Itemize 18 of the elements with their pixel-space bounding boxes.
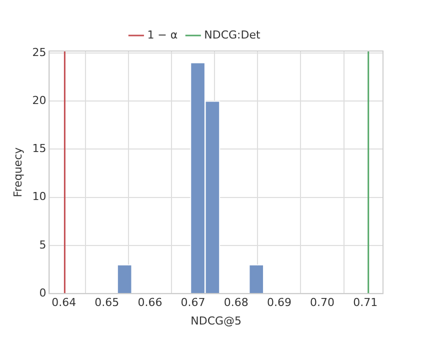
legend-label: NDCG:Det bbox=[204, 28, 261, 42]
x-tick-label: 0.68 bbox=[224, 296, 248, 310]
x-tick-label: 0.64 bbox=[52, 296, 76, 310]
x-tick-label: 0.69 bbox=[266, 296, 292, 310]
y-tick-label: 15 bbox=[32, 142, 46, 156]
x-tick-label: 0.67 bbox=[180, 296, 206, 310]
y-tick-label: 25 bbox=[32, 46, 46, 59]
y-tick-label: 0 bbox=[39, 286, 46, 300]
x-tick-label: 0.66 bbox=[138, 296, 162, 310]
x-tick-label: 0.70 bbox=[310, 296, 335, 310]
y-tick-label: 5 bbox=[39, 238, 46, 252]
x-tick-label: 0.65 bbox=[94, 296, 120, 310]
y-axis-title: Frequecy bbox=[11, 146, 24, 198]
legend-label: 1 − α bbox=[147, 28, 178, 42]
x-axis-title: NDCG@5 bbox=[190, 314, 242, 328]
x-tick-label: 0.71 bbox=[353, 296, 378, 310]
y-tick-label: 20 bbox=[32, 94, 46, 107]
y-tick-label: 10 bbox=[32, 190, 46, 204]
